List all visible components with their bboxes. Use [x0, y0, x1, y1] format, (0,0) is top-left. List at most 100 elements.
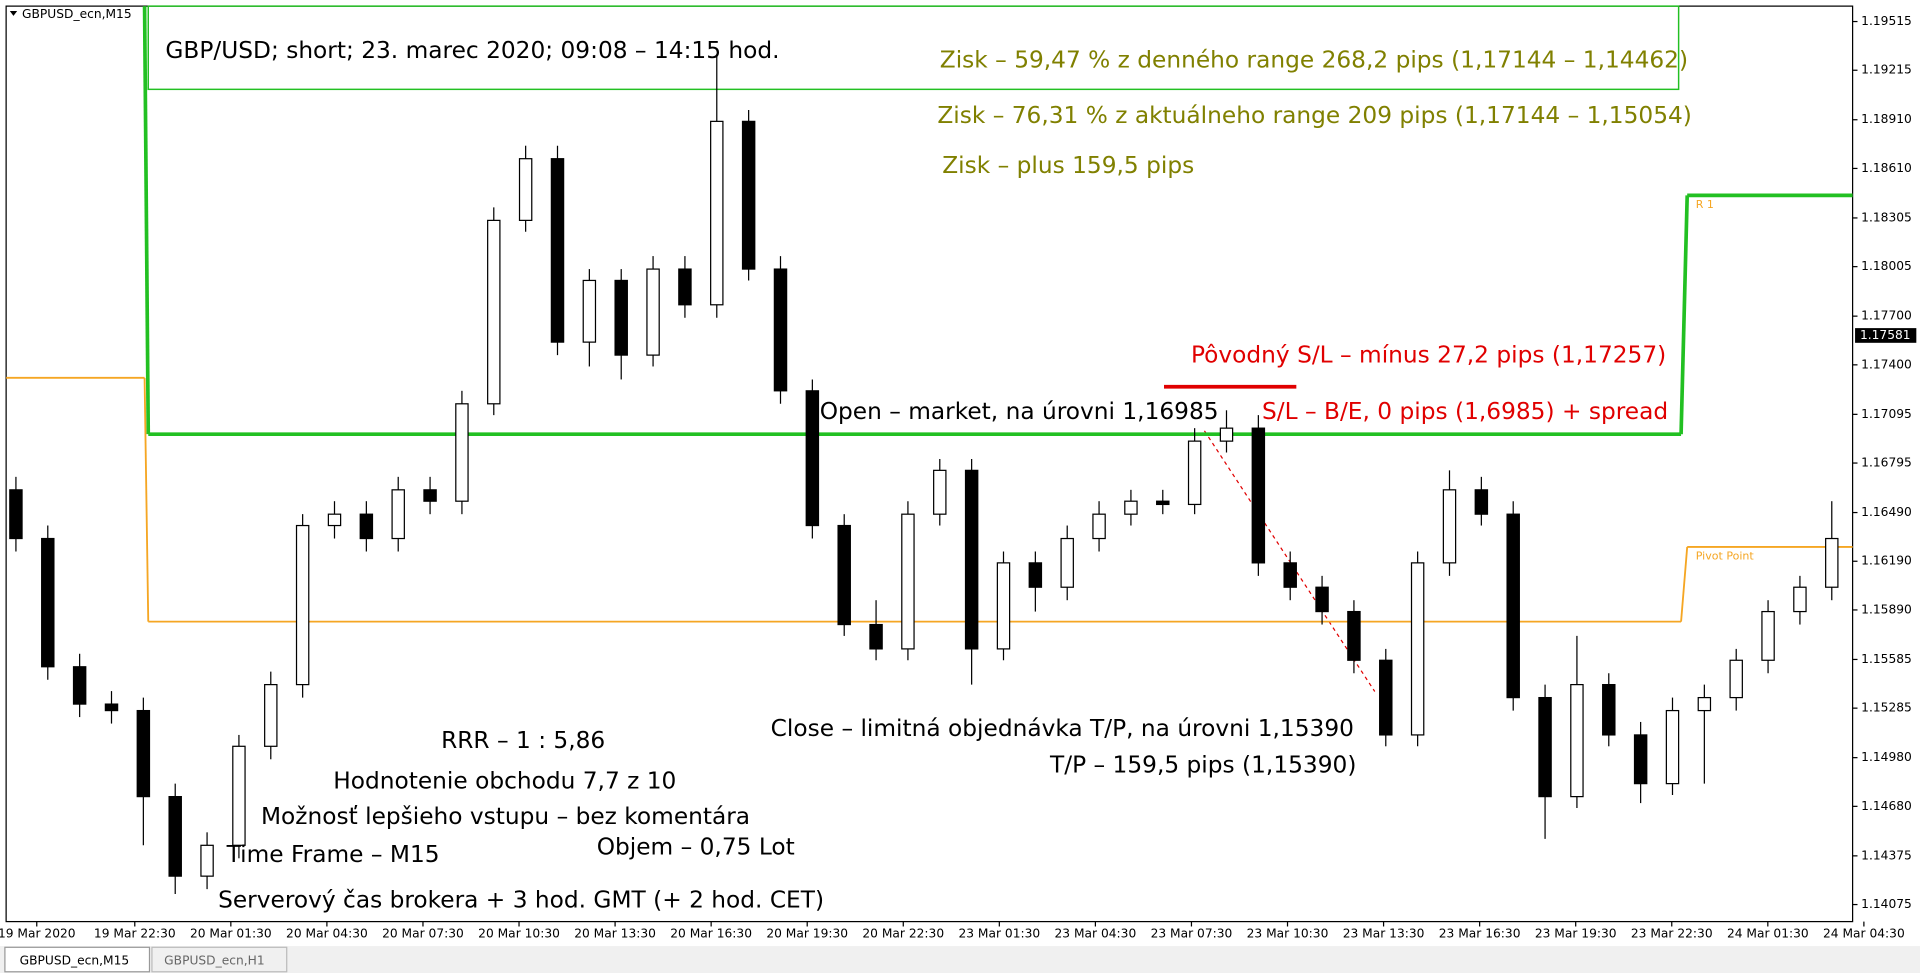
annotation: Pôvodný S/L – mínus 27,2 pips (1,17257)	[1191, 342, 1666, 369]
y-tick-label: 1.18610	[1861, 161, 1912, 175]
candle-body	[1665, 709, 1680, 785]
candle-body	[964, 469, 979, 650]
x-tick-label: 23 Mar 22:30	[1631, 926, 1713, 940]
candle-body	[1156, 500, 1170, 506]
x-tick-label: 23 Mar 16:30	[1439, 926, 1521, 940]
symbol-label: GBPUSD_ecn,M15	[22, 7, 132, 21]
annotation: Zisk – plus 159,5 pips	[942, 152, 1194, 179]
candle-body	[869, 623, 883, 650]
y-tick-label: 1.18005	[1861, 259, 1912, 273]
candle-body	[1315, 586, 1329, 613]
candle-body	[136, 709, 151, 798]
level-connector	[143, 377, 150, 622]
candle-body	[1060, 537, 1074, 588]
candle-body	[1442, 489, 1457, 564]
annotation: T/P – 159,5 pips (1,15390)	[1049, 752, 1356, 779]
candle-body	[1347, 610, 1361, 661]
x-tick-label: 24 Mar 01:30	[1727, 926, 1809, 940]
y-tick-label: 1.16190	[1861, 554, 1912, 568]
candle-body	[710, 120, 724, 306]
x-tick-label: 20 Mar 22:30	[862, 926, 944, 940]
candle-body	[391, 489, 405, 540]
x-tick-label: 19 Mar 22:30	[94, 926, 176, 940]
candle-body	[1538, 696, 1552, 798]
annotation: Open – market, na úrovni 1,16985	[820, 398, 1219, 425]
candle-body	[1825, 537, 1839, 588]
y-tick-label: 1.18910	[1861, 112, 1912, 126]
candle-body	[264, 683, 278, 747]
candle-body	[1729, 659, 1743, 699]
menu-triangle	[9, 11, 18, 16]
candle-body	[1410, 562, 1425, 736]
candle-body	[646, 268, 660, 356]
level-label: Pivot Point	[1696, 550, 1755, 563]
y-tick-label: 1.19215	[1861, 63, 1912, 77]
candle-body	[295, 524, 310, 686]
x-tick-label: 23 Mar 04:30	[1055, 926, 1137, 940]
candle-body	[9, 489, 23, 540]
tab[interactable]	[151, 946, 288, 973]
x-tick-label: 24 Mar 04:30	[1823, 926, 1905, 940]
candle-body	[1187, 440, 1202, 506]
candle-body	[104, 703, 119, 712]
x-tick-label: 20 Mar 10:30	[478, 926, 560, 940]
candle-body	[1219, 427, 1234, 442]
candle-body	[455, 403, 469, 502]
candle-body	[1283, 562, 1297, 588]
candle-body	[901, 513, 915, 650]
candle-body	[200, 844, 214, 877]
candle-body	[1570, 683, 1584, 798]
tab-label[interactable]: GBPUSD_ecn,M15	[20, 953, 130, 967]
candle-body	[582, 279, 597, 343]
annotation: Zisk – 59,47 % z denného range 268,2 pip…	[940, 47, 1688, 74]
candle-body	[1251, 427, 1266, 564]
y-tick-label: 1.15585	[1861, 652, 1912, 666]
candle-body	[518, 158, 533, 221]
candle-body	[550, 158, 565, 343]
x-tick-label: 20 Mar 19:30	[766, 926, 848, 940]
level-connector	[1680, 546, 1689, 622]
level-connector	[142, 6, 151, 435]
candle-body	[805, 390, 820, 527]
candle-body	[1761, 610, 1775, 661]
y-tick-label: 1.14375	[1861, 848, 1912, 862]
candle-body	[933, 469, 947, 515]
level-connector	[1679, 195, 1690, 435]
candle-body	[1793, 586, 1807, 613]
x-tick-label: 20 Mar 01:30	[190, 926, 272, 940]
candle-body	[678, 268, 692, 306]
tab-active[interactable]	[4, 946, 151, 973]
candle-body	[837, 524, 851, 626]
annotation: S/L – B/E, 0 pips (1,6985) + spread	[1262, 398, 1668, 425]
x-tick-label: 23 Mar 07:30	[1151, 926, 1233, 940]
x-tick-label: 23 Mar 01:30	[958, 926, 1040, 940]
x-tick-label: 20 Mar 13:30	[574, 926, 656, 940]
candle-body	[359, 513, 374, 540]
bid-box	[1855, 328, 1917, 343]
candle-body	[1474, 489, 1489, 515]
candle-body	[168, 795, 182, 877]
y-tick-label: 1.17700	[1861, 309, 1912, 323]
annotation: RRR – 1 : 5,86	[441, 727, 605, 754]
annotation-box	[147, 5, 1680, 91]
candle-body	[1124, 500, 1138, 515]
candle-body	[1028, 562, 1043, 588]
candle-body	[327, 513, 342, 527]
candle-body	[487, 219, 501, 405]
y-tick-label: 1.14075	[1861, 897, 1912, 911]
candle-body	[41, 537, 55, 668]
candle-body	[773, 268, 788, 392]
x-tick-label: 23 Mar 13:30	[1343, 926, 1425, 940]
tab-label[interactable]: GBPUSD_ecn,H1	[164, 953, 264, 967]
y-tick-label: 1.14980	[1861, 750, 1912, 764]
y-tick-label: 1.16795	[1861, 456, 1912, 470]
annotation: Time Frame – M15	[226, 841, 440, 868]
y-tick-label: 1.17400	[1861, 357, 1912, 371]
candle-body	[614, 279, 628, 356]
level-label: R 1	[1696, 198, 1714, 211]
x-tick-label: 20 Mar 16:30	[670, 926, 752, 940]
annotation: Serverový čas brokera + 3 hod. GMT (+ 2 …	[218, 886, 824, 913]
annotation: Možnosť lepšieho vstupu – bez komentára	[261, 803, 750, 830]
